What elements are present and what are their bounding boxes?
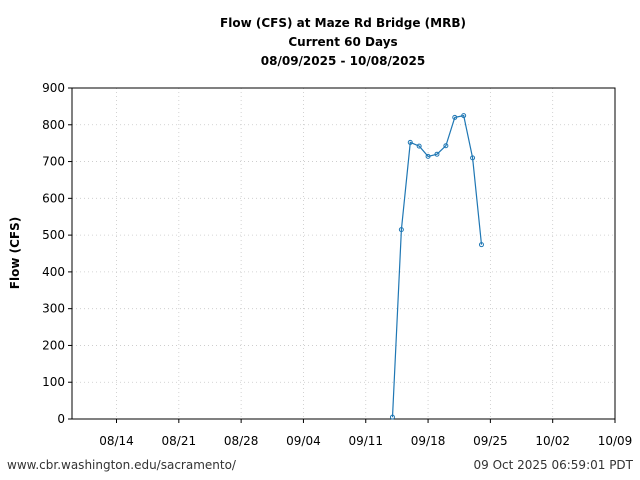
- x-tick-label: 09/25: [473, 434, 508, 448]
- chart-date-range: 08/09/2025 - 10/08/2025: [261, 54, 425, 68]
- y-tick-label: 800: [42, 118, 65, 132]
- data-point: [407, 139, 413, 145]
- plot-frame: [71, 87, 616, 420]
- y-tick-label: 500: [42, 228, 65, 242]
- footer-timestamp: 09 Oct 2025 06:59:01 PDT: [473, 458, 633, 472]
- data-point: [461, 113, 467, 119]
- y-tick-label: 400: [42, 265, 65, 279]
- y-tick-label: 200: [42, 338, 65, 352]
- grid: [72, 88, 615, 419]
- axes: 0 100 200 300 400 500 600 700 800 900 08/14 08/21 08…: [42, 81, 632, 448]
- data-point: [434, 151, 440, 157]
- data-point: [398, 227, 404, 233]
- x-tick-label: 09/18: [411, 434, 446, 448]
- y-tick-label: 300: [42, 302, 65, 316]
- data-point: [478, 242, 484, 248]
- data-point: [470, 155, 476, 161]
- chart-subtitle: Current 60 Days: [288, 35, 397, 49]
- y-axis-label: Flow (CFS): [8, 217, 22, 289]
- x-tick-label: 09/04: [286, 434, 321, 448]
- data-point: [443, 143, 449, 149]
- y-tick-label: 600: [42, 191, 65, 205]
- footer-url: www.cbr.washington.edu/sacramento/: [7, 458, 236, 472]
- data-point: [416, 143, 422, 149]
- series-line: [391, 114, 483, 418]
- data-point: [452, 114, 458, 120]
- x-tick-label: 10/09: [598, 434, 633, 448]
- x-tick-label: 08/21: [162, 434, 197, 448]
- chart-title: Flow (CFS) at Maze Rd Bridge (MRB): [220, 16, 466, 30]
- y-tick-label: 0: [57, 412, 65, 426]
- data-point: [389, 414, 395, 420]
- x-tick-label: 10/02: [535, 434, 570, 448]
- y-tick-label: 700: [42, 155, 65, 169]
- x-tick-label: 08/14: [99, 434, 134, 448]
- x-tick-label: 08/28: [224, 434, 259, 448]
- y-tick-label: 900: [42, 81, 65, 95]
- y-tick-label: 100: [42, 375, 65, 389]
- series-flow: [389, 113, 484, 420]
- data-point: [425, 153, 431, 159]
- x-tick-label: 09/11: [348, 434, 383, 448]
